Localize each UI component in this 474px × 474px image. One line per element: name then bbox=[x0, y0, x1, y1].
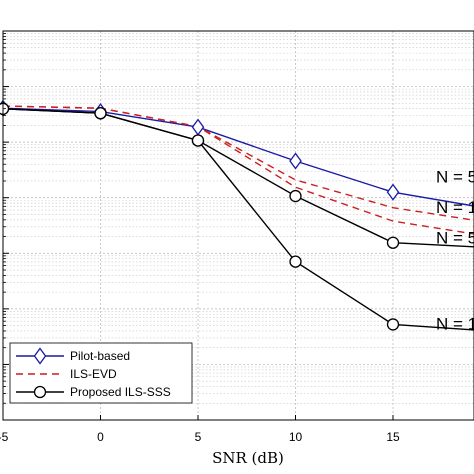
legend-label: ILS-EVD bbox=[70, 367, 117, 381]
n-annotation: N = 50 bbox=[436, 229, 474, 248]
x-tick-label: -5 bbox=[0, 430, 9, 444]
series-line bbox=[2, 107, 474, 207]
n-annotation: N = 100 bbox=[436, 198, 474, 217]
legend-label: Proposed ILS-SSS bbox=[70, 385, 171, 399]
legend: Pilot-based ILS-EVD Proposed ILS-SSS bbox=[9, 342, 193, 404]
circle-marker bbox=[33, 385, 47, 399]
circle-marker bbox=[191, 134, 205, 147]
n-annotation: N = 100 bbox=[436, 314, 474, 333]
circle-marker bbox=[94, 107, 107, 120]
series-layer bbox=[2, 105, 474, 331]
legend-label: Pilot-based bbox=[70, 349, 130, 363]
n-annotation: N = 50 bbox=[436, 168, 474, 187]
x-tick-label: 0 bbox=[97, 430, 104, 444]
series-line bbox=[2, 105, 474, 221]
x-tick-label: 5 bbox=[195, 430, 202, 444]
diamond-marker bbox=[386, 183, 400, 201]
diamond-marker bbox=[33, 347, 47, 365]
circle-marker bbox=[386, 318, 400, 331]
x-axis-label: SNR (dB) bbox=[212, 449, 284, 467]
series-line bbox=[2, 105, 474, 235]
circle-marker bbox=[289, 189, 302, 203]
diamond-marker bbox=[289, 152, 302, 170]
marker-layer bbox=[0, 99, 400, 331]
diamond-marker bbox=[191, 118, 205, 136]
plot-frame bbox=[2, 30, 474, 421]
x-tick-label: 10 bbox=[289, 430, 303, 444]
x-tick-label: 15 bbox=[386, 430, 400, 444]
annotation-layer: N = 50 N = 100 N = 50 N = 100 bbox=[436, 168, 474, 334]
series-line bbox=[2, 108, 474, 331]
circle-marker bbox=[386, 236, 400, 249]
tick-layer: -5 0 5 10 15 bbox=[0, 30, 400, 444]
circle-marker bbox=[289, 255, 302, 268]
